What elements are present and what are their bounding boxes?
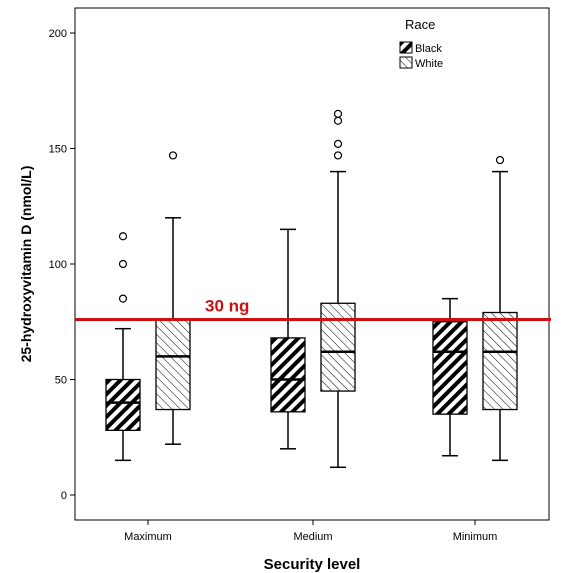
threshold: 30 ng [75, 296, 551, 321]
legend-label-black: Black [415, 43, 442, 55]
outlier-point [333, 109, 343, 118]
legend-title: Race [405, 17, 435, 32]
y-tick-label: 50 [55, 375, 67, 387]
box-iqr [105, 378, 141, 431]
plot-area [74, 7, 550, 521]
box-black-minimum [432, 297, 468, 457]
y-tick-label: 100 [49, 259, 67, 271]
box-white-medium [320, 109, 356, 469]
outlier-point [333, 139, 343, 148]
y-tick-label: 150 [49, 144, 67, 156]
box-white-minimum [482, 155, 518, 462]
boxes [105, 109, 518, 469]
y-axis: 0 50 100 150 200 [49, 28, 75, 502]
legend-swatch-white [399, 56, 413, 69]
box-iqr [432, 321, 468, 415]
box-iqr [320, 302, 356, 392]
x-tick-label: Medium [293, 531, 332, 543]
y-tick-label: 200 [49, 28, 67, 40]
y-axis-label: 25-hydroxyvitamin D (nmol/L) [18, 166, 34, 363]
box-black-maximum [105, 232, 141, 462]
y-tick-label: 0 [61, 490, 67, 502]
x-axis: Maximum Medium Minimum [124, 520, 497, 543]
x-tick-label: Minimum [453, 531, 498, 543]
outlier-point [118, 232, 128, 241]
legend-label-white: White [415, 58, 443, 70]
outlier-point [495, 155, 505, 165]
outlier-point [333, 151, 343, 160]
box-black-medium [270, 228, 306, 450]
outlier-point [168, 151, 178, 160]
x-tick-label: Maximum [124, 531, 172, 543]
box-iqr [270, 337, 306, 413]
legend-swatch-black [399, 41, 413, 54]
box-iqr [482, 311, 518, 411]
outlier-point [118, 294, 128, 303]
outlier-point [333, 116, 343, 125]
outlier-point [118, 259, 128, 269]
legend: Race Black White [399, 17, 443, 70]
x-axis-label: Security level [264, 556, 361, 573]
threshold-label: 30 ng [205, 296, 249, 315]
box-iqr [155, 318, 191, 411]
